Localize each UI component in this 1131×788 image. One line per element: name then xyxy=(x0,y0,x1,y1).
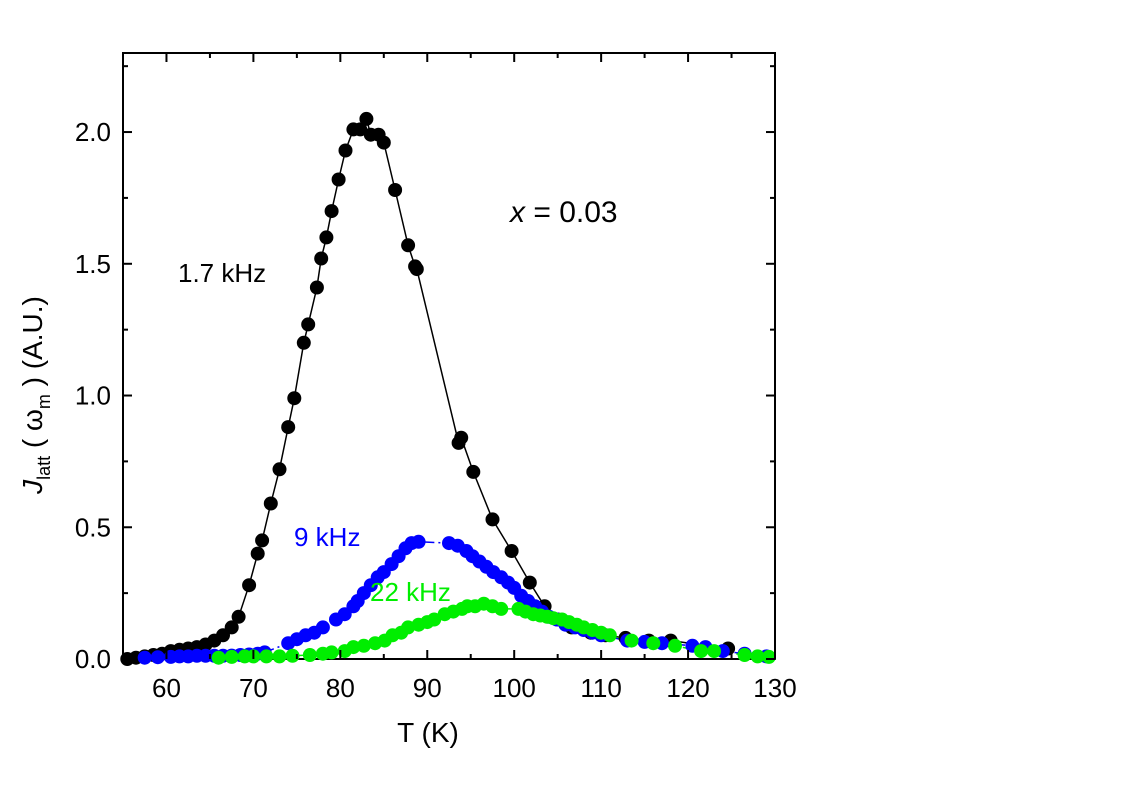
y-axis-subscript: latt xyxy=(34,456,54,480)
x-tick-label: 90 xyxy=(413,673,442,703)
x-tick-label: 110 xyxy=(580,673,621,703)
data-point xyxy=(137,650,152,665)
y-axis-argument: ω xyxy=(17,409,48,431)
series-label-9khz: 9 kHz xyxy=(294,522,360,552)
data-point xyxy=(646,636,661,651)
y-tick-label: 1.0 xyxy=(75,381,111,411)
data-point xyxy=(314,251,329,266)
x-tick-label: 70 xyxy=(239,673,268,703)
data-point xyxy=(737,648,752,662)
axis-ticks-layer: 60 70 80 90 100 110 120 130 0.0 0.5 1.0 1.5 2.0 xyxy=(75,53,797,703)
data-point xyxy=(224,620,239,635)
data-point xyxy=(624,633,639,648)
data-point xyxy=(255,533,270,548)
data-point xyxy=(324,645,339,660)
plot-frame xyxy=(122,52,776,660)
data-point xyxy=(388,183,403,197)
y-axis-symbol: J xyxy=(17,479,48,495)
data-point xyxy=(285,648,300,663)
data-point xyxy=(454,430,469,445)
x-axis-title: T (K) xyxy=(397,717,459,748)
data-point xyxy=(324,204,339,219)
data-point xyxy=(272,649,287,664)
x-tick-label: 120 xyxy=(666,673,709,703)
data-point xyxy=(359,111,374,126)
data-point xyxy=(331,172,346,187)
x-tick-label: 80 xyxy=(326,673,355,703)
data-point xyxy=(309,280,324,295)
x-tick-label: 60 xyxy=(152,673,181,703)
data-point xyxy=(250,546,265,561)
data-point xyxy=(353,122,368,137)
data-point xyxy=(259,649,274,664)
y-axis-units: (A.U.) xyxy=(17,296,48,369)
data-point xyxy=(242,578,257,593)
data-point xyxy=(224,649,239,664)
data-point xyxy=(668,638,682,653)
x-tick-label: 130 xyxy=(753,673,796,703)
data-point xyxy=(694,644,709,659)
data-point xyxy=(401,620,416,635)
data-point xyxy=(263,496,278,511)
y-tick-label: 0.0 xyxy=(75,644,111,674)
series-label-1-7khz: 1.7 kHz xyxy=(178,258,266,288)
data-point xyxy=(302,648,317,662)
data-point xyxy=(522,575,537,590)
data-point xyxy=(301,317,316,332)
data-point xyxy=(315,620,330,635)
y-tick-label: 0.5 xyxy=(75,512,111,542)
series-label-22khz: 22 kHz xyxy=(370,577,451,607)
svg-text:Jlatt ( ωm ) (A.U.): Jlatt ( ωm ) (A.U.) xyxy=(17,296,54,495)
data-point xyxy=(356,638,371,653)
data-point xyxy=(211,650,226,665)
data-point xyxy=(296,335,311,350)
data-point xyxy=(401,238,416,253)
data-point xyxy=(494,601,509,616)
x-tick-label: 100 xyxy=(493,673,536,703)
data-point xyxy=(281,420,296,435)
data-point xyxy=(750,649,765,664)
data-point xyxy=(466,464,481,479)
data-point xyxy=(411,534,426,549)
data-point xyxy=(338,143,353,158)
data-point xyxy=(231,609,246,624)
data-point xyxy=(707,644,722,659)
y-tick-label: 2.0 xyxy=(75,117,111,147)
data-point xyxy=(485,512,500,527)
y-tick-label: 1.5 xyxy=(75,249,111,279)
composition-annotation: x = 0.03 xyxy=(508,196,618,229)
data-point xyxy=(150,650,165,665)
data-point xyxy=(427,612,442,627)
data-point xyxy=(319,230,334,245)
data-point xyxy=(761,649,776,664)
data-point xyxy=(602,628,617,643)
data-point xyxy=(346,640,361,655)
data-point xyxy=(376,135,391,150)
y-axis-argument-subscript: m xyxy=(34,394,54,409)
data-point xyxy=(504,544,519,558)
data-point xyxy=(409,262,424,277)
y-axis-title: Jlatt ( ωm ) (A.U.) xyxy=(17,296,54,495)
data-point xyxy=(272,462,287,477)
data-point xyxy=(287,391,302,406)
plot-frame-layer xyxy=(122,52,776,660)
